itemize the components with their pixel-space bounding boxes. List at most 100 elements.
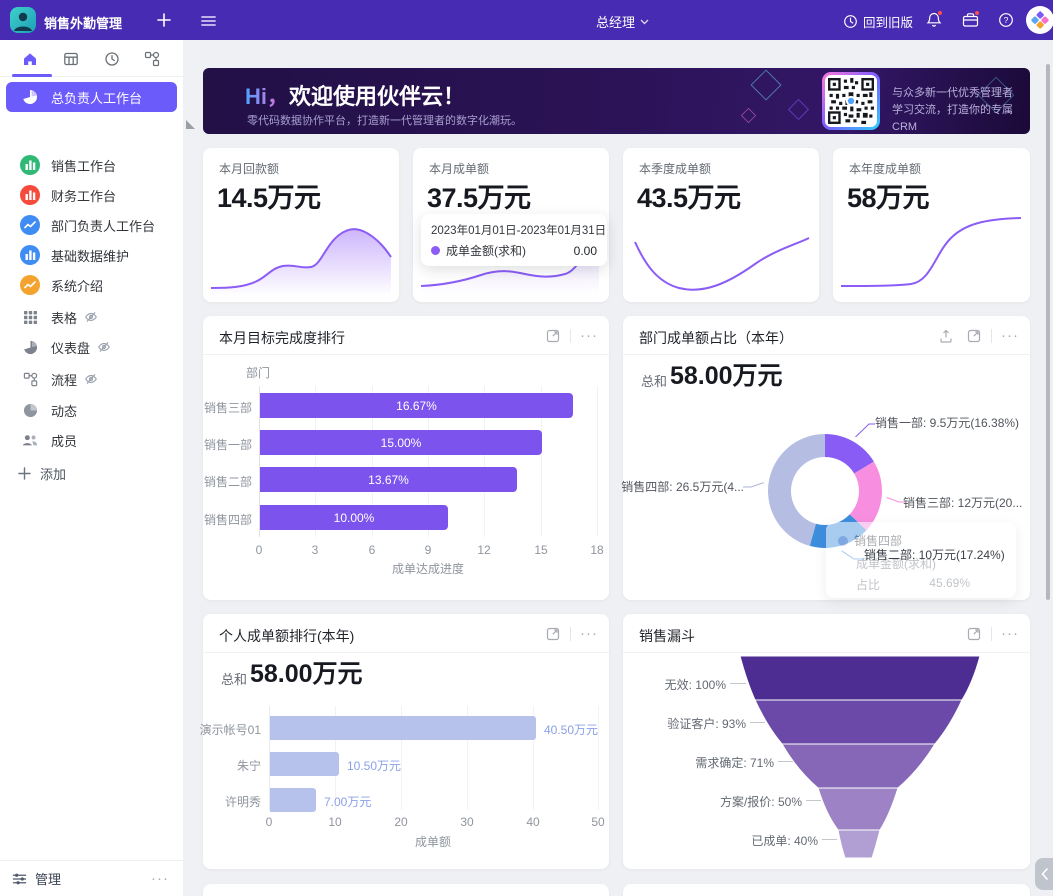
donut-slice-dept1[interactable] (825, 434, 874, 474)
donut-slice-dept3[interactable] (849, 461, 883, 531)
expand-button[interactable] (545, 328, 561, 344)
tab-workflow[interactable] (142, 49, 162, 69)
more-button[interactable]: ··· (580, 625, 598, 642)
funnel-stage-verify[interactable] (754, 699, 963, 745)
bar-value-label: 40.50万元 (544, 723, 599, 737)
stat-value: 58万元 (847, 183, 930, 213)
manage-more-button[interactable]: ··· (151, 869, 169, 887)
export-button[interactable] (938, 328, 954, 344)
gridline (484, 386, 485, 537)
donut-slice-dept4[interactable] (768, 434, 825, 546)
funnel-stage-invalid[interactable] (739, 655, 981, 701)
vertical-scrollbar[interactable] (1046, 64, 1050, 600)
x-tick: 12 (477, 543, 491, 557)
x-tick: 10 (328, 815, 342, 829)
bar-sales-dept1[interactable]: 15.00% (260, 430, 542, 455)
gridline (372, 386, 373, 537)
qr-pattern-icon (828, 78, 874, 124)
category-label: 朱宁 (236, 759, 261, 773)
stat-card-quarterly-deals[interactable]: 本季度成单额 43.5万元 (623, 148, 819, 302)
x-tick: 15 (534, 543, 548, 557)
plus-icon (157, 13, 171, 27)
tab-recent[interactable] (102, 49, 122, 69)
bar-sales-dept3[interactable]: 16.67% (260, 393, 573, 418)
tab-home[interactable] (20, 49, 40, 69)
add-app-button[interactable] (156, 12, 172, 33)
sidebar-item-dashboards[interactable]: 仪表盘 (0, 332, 183, 362)
sidebar-item-workflows[interactable]: 流程 (0, 364, 183, 394)
sidebar-add-button[interactable]: 添加 (0, 458, 183, 488)
bar-sales-dept2[interactable]: 13.67% (260, 467, 517, 492)
x-tick: 50 (591, 815, 605, 829)
panel-title: 个人成单额排行(本年) (219, 628, 355, 644)
tab-tables[interactable] (61, 49, 81, 69)
funnel-stage-need[interactable] (781, 743, 936, 789)
bar-xumingxiu[interactable] (270, 788, 316, 812)
notifications-button[interactable] (926, 10, 943, 33)
more-button[interactable]: ··· (1001, 625, 1019, 642)
person-avatar-icon (14, 12, 32, 31)
help-button[interactable]: ? (998, 12, 1014, 33)
gridline (541, 386, 542, 537)
axis-line (259, 386, 260, 537)
expand-button[interactable] (545, 626, 561, 642)
expand-button[interactable] (966, 328, 982, 344)
bar-sales-dept4[interactable]: 10.00% (260, 505, 448, 530)
more-button[interactable]: ··· (1001, 327, 1019, 344)
flow-icon (20, 369, 40, 389)
panel-monthly-target-ranking: 本月目标完成度排行 ··· (203, 316, 609, 600)
panel-collapse-button[interactable] (1035, 858, 1053, 890)
banner-decoration (787, 98, 810, 121)
funnel-stage-quote[interactable] (817, 787, 899, 831)
sidebar-item-dept-workbench[interactable]: 部门负责人工作台 (0, 210, 183, 240)
workspace-button[interactable] (962, 10, 980, 33)
chart-tooltip: 2023年01月01日-2023年01月31日 成单金额(求和) 0.00 (421, 214, 607, 266)
sidebar-item-tables[interactable]: 表格 (0, 302, 183, 332)
sidebar-item-label: 系统介绍 (51, 278, 104, 294)
sidebar-item-system-intro[interactable]: 系统介绍 (0, 270, 183, 300)
sidebar-item-base-data[interactable]: 基础数据维护 (0, 240, 183, 270)
notification-badge (937, 10, 943, 16)
expand-button[interactable] (966, 626, 982, 642)
bar-demo-account[interactable] (270, 716, 536, 740)
sidebar-item-label: 财务工作台 (51, 188, 117, 204)
sidebar-item-sales-workbench[interactable]: 销售工作台 (0, 150, 183, 180)
sidebar-item-chief-workbench[interactable]: 总负责人工作台 (6, 82, 177, 112)
bar-value-label: 7.00万元 (324, 795, 372, 809)
gridline (401, 706, 402, 810)
sidebar: 总负责人工作台 销售工作台 财务工作台 部门负责人工作台 基础数据维护 系统介绍… (0, 40, 183, 896)
category-label: 销售四部 (203, 513, 252, 527)
x-tick: 3 (311, 543, 319, 557)
sidebar-item-members[interactable]: 成员 (0, 425, 183, 455)
donut-tooltip: 销售四部 成单金额(求和) 占比 45.69% (826, 522, 1016, 598)
user-avatar[interactable] (1026, 6, 1053, 34)
eye-off-icon (84, 310, 98, 324)
role-label: 总经理 (596, 15, 636, 30)
menu-toggle-button[interactable] (201, 14, 216, 32)
sparkline-line-chart (840, 217, 1022, 287)
funnel-callout-line (750, 722, 765, 723)
stat-card-yearly-deals[interactable]: 本年度成单额 58万元 (833, 148, 1030, 302)
funnel-stage-won[interactable] (837, 829, 881, 859)
app-logo[interactable] (10, 7, 36, 33)
bar-zhuning[interactable] (270, 752, 339, 776)
sidebar-item-activity[interactable]: 动态 (0, 395, 183, 425)
eye-off-icon (84, 372, 98, 386)
donut-total-value: 58.00万元 (670, 362, 783, 390)
series-dot (838, 535, 848, 546)
header-divider (991, 627, 992, 641)
stat-card-monthly-collection[interactable]: 本月回款额 14.5万元 (203, 148, 399, 302)
role-switcher[interactable]: 总经理 (596, 12, 649, 31)
manage-bar[interactable]: 管理 ··· (0, 860, 183, 896)
members-icon (20, 430, 40, 450)
x-axis-title: 成单达成进度 (391, 562, 464, 576)
sidebar-item-finance-workbench[interactable]: 财务工作台 (0, 180, 183, 210)
more-button[interactable]: ··· (580, 327, 598, 344)
app-title: 销售外勤管理 (44, 16, 123, 31)
sidebar-collapse-handle[interactable] (186, 120, 195, 129)
banner-greeting-highlight: Hi， (245, 84, 290, 109)
banner-decoration (750, 69, 782, 101)
tooltip-value: 0.00 (573, 243, 597, 258)
category-label: 销售一部 (203, 438, 252, 452)
back-to-old-button[interactable]: 回到旧版 (843, 12, 913, 31)
